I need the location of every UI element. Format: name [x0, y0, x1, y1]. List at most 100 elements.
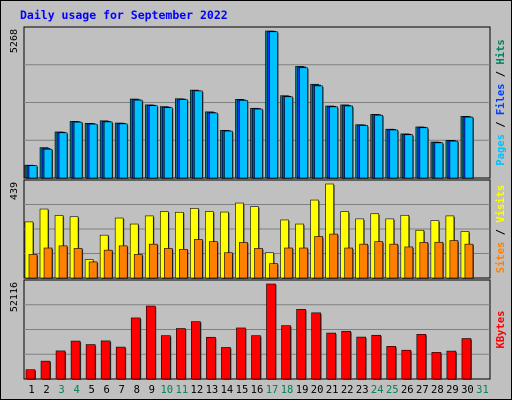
x-tick-label-day-3: 3 [58, 384, 64, 396]
legend-pages-files-hits: Pages / Files / Hits [495, 39, 507, 165]
bar-kbytes-day-10 [160, 335, 171, 380]
x-tick-label-day-5: 5 [88, 384, 94, 396]
bar-pages-day-1 [28, 165, 38, 179]
bar-pages-day-15 [239, 100, 248, 179]
legend-entry: Sites [495, 242, 507, 274]
series-kbytes [25, 283, 472, 380]
bar-pages-day-27 [419, 127, 429, 179]
x-tick-label-day-25: 25 [386, 384, 399, 396]
bar-kbytes-day-29 [446, 350, 457, 380]
x-tick-label-day-22: 22 [341, 384, 354, 396]
legend-entry: KBytes [495, 311, 507, 349]
bar-kbytes-day-25 [386, 346, 397, 380]
bar-pages-day-4 [73, 121, 83, 179]
bar-pages-day-6 [103, 121, 113, 179]
bar-kbytes-day-23 [356, 336, 367, 380]
bar-sites-day-27 [419, 242, 429, 279]
bar-kbytes-day-15 [236, 327, 246, 380]
bar-kbytes-day-17 [266, 283, 276, 380]
bar-sites-day-28 [434, 241, 444, 279]
x-tick-label-day-1: 1 [28, 384, 34, 396]
legend-entry: Files [495, 84, 507, 116]
bar-pages-day-17 [269, 31, 278, 179]
bar-sites-day-16 [254, 248, 263, 279]
x-tick-label-day-18: 18 [281, 384, 294, 396]
bar-kbytes-day-19 [296, 309, 306, 380]
bar-kbytes-day-9 [145, 305, 156, 380]
x-tick-label-day-30: 30 [461, 384, 474, 396]
bar-kbytes-day-11 [176, 328, 186, 380]
x-tick-label-day-29: 29 [446, 384, 459, 396]
x-tick-label-day-10: 10 [160, 384, 173, 396]
legend-entry: Hits [495, 39, 507, 64]
legend-visits-sites: Sites / Visits [495, 185, 507, 274]
bar-pages-day-20 [314, 85, 323, 179]
bar-kbytes-day-3 [55, 350, 66, 380]
bar-kbytes-day-6 [100, 340, 111, 380]
bar-kbytes-day-14 [221, 347, 231, 380]
x-tick-label-day-27: 27 [416, 384, 429, 396]
x-tick-label-day-9: 9 [149, 384, 155, 396]
x-tick-label-day-26: 26 [401, 384, 414, 396]
x-tick-label-day-8: 8 [134, 384, 140, 396]
bar-pages-day-11 [179, 99, 188, 179]
panel-visits-sites: 439 Sites / Visits [9, 179, 507, 279]
x-tick-label-day-20: 20 [311, 384, 324, 396]
bar-pages-day-28 [434, 142, 444, 179]
bar-sites-day-8 [133, 254, 143, 279]
bar-sites-day-18 [284, 247, 293, 279]
x-tick-label-day-31: 31 [476, 384, 489, 396]
bar-kbytes-day-21 [326, 332, 336, 380]
panel-pages-files-hits: 5268 Pages / Files / Hits [9, 26, 507, 179]
bar-sites-day-15 [239, 242, 248, 279]
x-tick-label-day-7: 7 [119, 384, 125, 396]
bar-sites-day-3 [58, 245, 68, 279]
bar-sites-day-11 [179, 249, 188, 279]
x-tick-label-day-13: 13 [206, 384, 219, 396]
bar-pages-day-25 [389, 129, 399, 179]
bar-pages-day-10 [163, 107, 173, 179]
legend-entry: / [495, 115, 507, 134]
series-pages [28, 31, 474, 179]
legend-entry: Pages [495, 134, 507, 166]
bar-kbytes-day-18 [281, 325, 291, 380]
x-tick-label-day-21: 21 [326, 384, 339, 396]
bar-kbytes-day-30 [461, 338, 472, 380]
bar-sites-day-14 [224, 252, 233, 279]
bar-pages-day-26 [404, 134, 414, 179]
bar-sites-day-13 [209, 241, 218, 279]
bar-sites-day-12 [194, 239, 203, 279]
legend-entry: Visits [495, 185, 507, 223]
bar-kbytes-day-2 [40, 360, 51, 380]
bar-kbytes-day-27 [416, 334, 427, 380]
x-axis-labels: 1 2 3 4 5 6 7 8 9 10 11 12 13 14 15 16 17 18 19 20 21 22 23 24 2… [28, 384, 488, 396]
bar-pages-day-24 [374, 114, 384, 179]
chart-title: Daily usage for September 2022 [20, 8, 228, 22]
bar-kbytes-day-4 [70, 340, 81, 380]
bar-pages-day-21 [329, 106, 338, 179]
bar-sites-day-1 [28, 254, 38, 279]
x-tick-label-day-28: 28 [431, 384, 444, 396]
bar-kbytes-day-5 [85, 344, 96, 380]
bar-sites-day-4 [73, 248, 83, 279]
series-sites [28, 233, 474, 279]
bar-kbytes-day-8 [130, 317, 141, 380]
bar-pages-day-29 [449, 140, 459, 179]
bar-pages-day-2 [43, 148, 53, 179]
bar-sites-day-6 [103, 249, 113, 279]
bar-sites-day-20 [314, 236, 323, 279]
bar-sites-day-10 [163, 248, 173, 279]
bar-sites-day-24 [374, 241, 384, 279]
bar-sites-day-23 [359, 243, 369, 279]
x-tick-label-day-16: 16 [251, 384, 264, 396]
bar-sites-day-2 [43, 247, 53, 279]
x-tick-label-day-4: 4 [73, 384, 79, 396]
x-tick-label-day-12: 12 [191, 384, 204, 396]
bar-kbytes-day-13 [206, 336, 216, 380]
x-tick-label-day-6: 6 [104, 384, 110, 396]
x-tick-label-day-19: 19 [296, 384, 309, 396]
x-tick-label-day-14: 14 [221, 384, 234, 396]
bar-pages-day-19 [299, 67, 308, 179]
x-tick-label-day-11: 11 [176, 384, 189, 396]
bar-pages-day-30 [464, 116, 474, 179]
